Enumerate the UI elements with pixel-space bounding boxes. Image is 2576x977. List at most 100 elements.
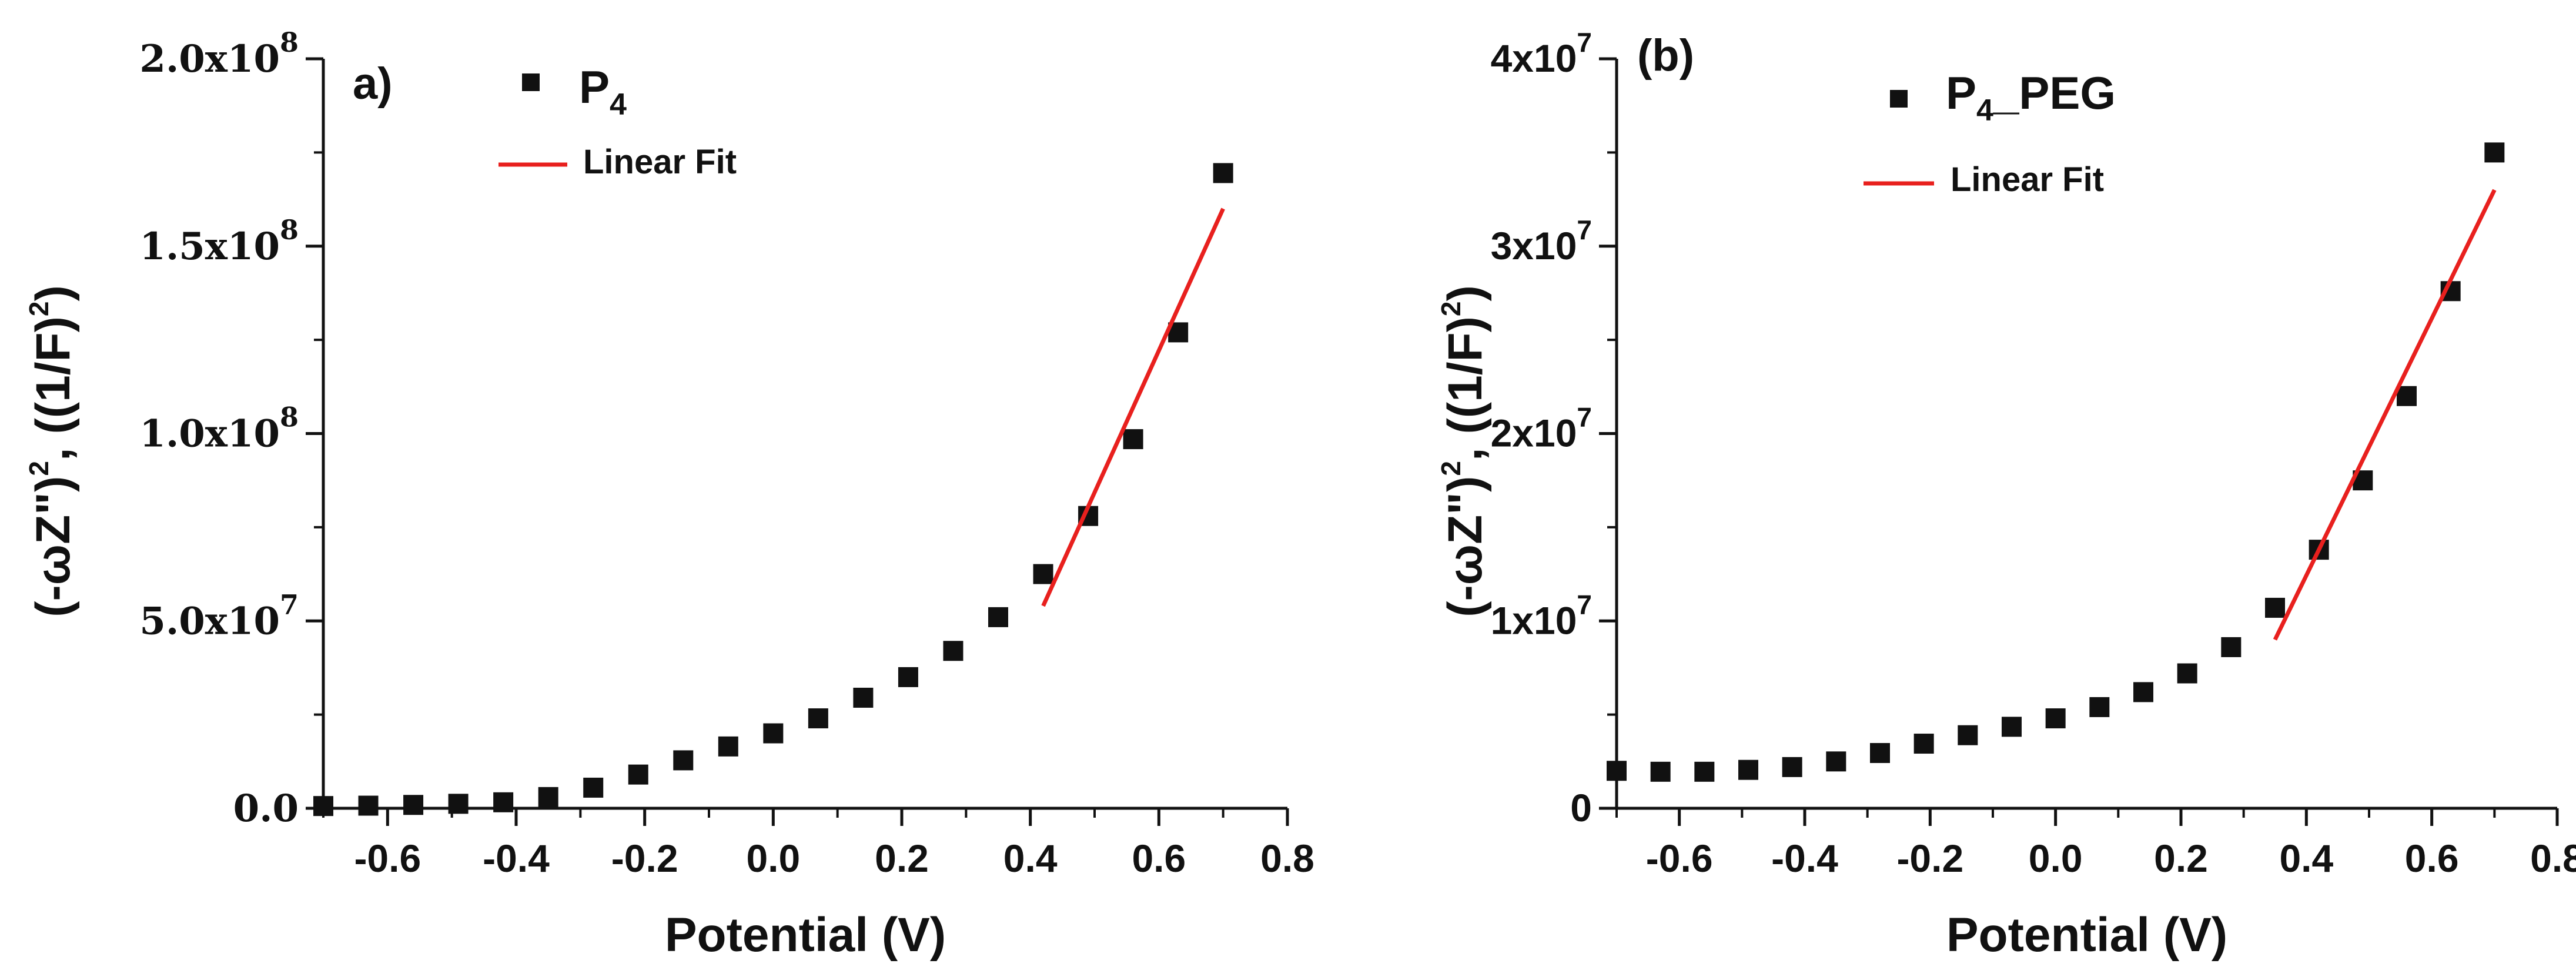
y-tick-label: 5.0x107 [139,588,299,643]
data-point [1738,759,1758,780]
series-name-base: P [1946,67,1976,119]
x-axis-title: Potential (V) [665,908,946,962]
series-name-base: P [579,61,610,113]
x-tick-label: 0.8 [2530,837,2576,880]
panel-label: (b) [1637,31,1694,81]
legend-fit-label: Linear Fit [1951,160,2104,199]
data-point [2089,697,2110,717]
y-tick-exponent: 8 [280,401,299,433]
linear-fit-line [1041,208,1225,607]
y-title-part: ) [26,285,80,301]
panel-label: a) [353,59,393,109]
y-tick-exponent: 7 [1577,589,1592,620]
y-title-exponent: 2 [24,302,54,317]
legend-series-label: P4_PEG [1946,67,2116,128]
y-tick-mantissa: 4x10 [1491,36,1577,80]
data-point [358,795,379,816]
x-tick-label: -0.2 [611,837,678,880]
y-tick-exponent: 8 [280,26,299,58]
y-tick-mantissa: 1.0x10 [139,412,280,456]
x-tick-label: -0.6 [354,837,421,880]
y-tick-mantissa: 1x10 [1491,598,1577,642]
data-point [808,708,828,728]
x-tick-label: 0.4 [1003,837,1058,880]
x-tick-label: 0.2 [2154,837,2208,880]
y-tick-label: 0 [1570,786,1592,829]
data-point [1607,761,1627,781]
x-tick-label: -0.4 [483,837,550,880]
data-point [1213,163,1233,183]
y-tick-exponent: 7 [1577,27,1592,58]
y-tick-mantissa: 0 [1570,786,1592,829]
data-point [403,795,424,815]
series-name-rest: _PEG [1993,67,2116,119]
y-title-part: (-ωZ") [1438,476,1492,617]
y-tick-label: 0.0 [233,787,299,831]
x-tick-label: 0.4 [2279,837,2333,880]
y-tick-mantissa: 1.5x10 [139,225,280,269]
data-point [628,764,648,785]
y-axis-title: (-ωZ")2, ((1/F)2) [24,285,80,617]
y-tick-label: 1x107 [1491,589,1592,642]
y-title-exponent: 2 [1436,461,1466,476]
series-name-subscript: 4 [1976,93,1993,128]
data-point [943,641,964,661]
data-point [1826,751,1846,772]
x-tick-label: 0.8 [1260,837,1314,880]
data-point [763,723,784,744]
data-point [673,750,694,771]
data-point [2002,717,2022,737]
x-tick-label: -0.6 [1646,837,1713,880]
y-tick-mantissa: 3x10 [1491,224,1577,267]
y-title-part: , ((1/F) [26,316,80,461]
y-tick-mantissa: 2x10 [1491,411,1577,455]
x-tick-label: -0.4 [1771,837,1838,880]
data-point [2133,682,2153,702]
x-tick-label: 0.0 [746,837,800,880]
y-title-exponent: 2 [1436,302,1466,317]
y-title-part: , ((1/F) [1438,316,1492,461]
legend-series-label: P4 [579,61,627,122]
legend-marker-square [1890,90,1908,108]
chart-panel-b: -0.6 -0.4 -0.2 0.0 0.2 0.4 0.6 0.801x1072x1073x… [1436,27,2576,962]
data-point [853,687,874,708]
y-tick-label: 1.0x108 [139,401,299,456]
y-tick-mantissa: 0.0 [233,787,299,831]
data-point [1870,742,1890,763]
legend-marker-square [522,73,540,91]
data-point [1650,761,1671,782]
data-point [2221,637,2242,657]
y-title-part: (-ωZ") [26,476,80,617]
x-tick-label: -0.2 [1896,837,1963,880]
y-tick-label: 3x107 [1491,215,1592,267]
y-tick-label: 1.5x108 [139,214,299,269]
y-title-part: ) [1438,285,1492,301]
y-tick-mantissa: 5.0x10 [139,599,280,643]
data-point [1123,429,1143,450]
data-point [898,667,918,687]
y-tick-label: 4x107 [1491,27,1592,80]
x-tick-label: 0.6 [1132,837,1186,880]
series-name-subscript: 4 [610,88,627,122]
y-tick-mantissa: 2.0x10 [139,37,280,81]
x-tick-label: 0.0 [2029,837,2083,880]
data-point [2177,663,2197,684]
legend-fit-label: Linear Fit [583,143,737,181]
x-tick-label: 0.2 [875,837,929,880]
data-point [448,794,469,814]
data-point [1782,757,1802,777]
data-point [583,777,604,798]
data-point [718,736,738,757]
data-point [2397,386,2417,406]
data-point [493,792,514,812]
data-point [538,787,558,807]
data-point [2265,597,2285,618]
y-tick-exponent: 7 [1577,215,1592,245]
data-point [313,796,333,817]
y-tick-exponent: 8 [280,214,299,246]
data-point [988,607,1008,627]
y-tick-label: 2x107 [1491,402,1592,455]
data-point [1958,725,1978,745]
linear-fit-line [2273,189,2497,641]
